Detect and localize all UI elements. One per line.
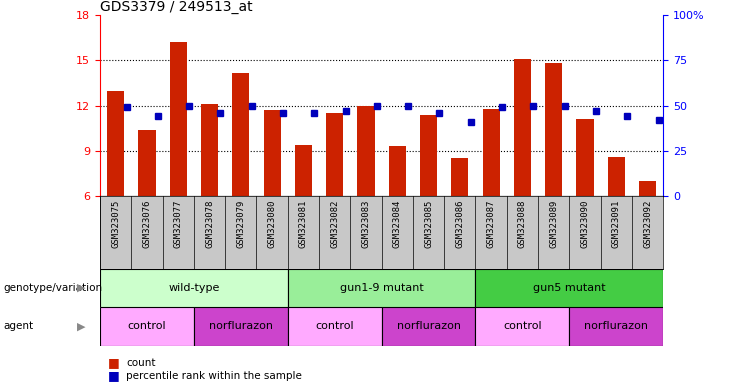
Text: gun5 mutant: gun5 mutant: [533, 283, 605, 293]
Bar: [357, 106, 375, 196]
Text: genotype/variation: genotype/variation: [4, 283, 103, 293]
Text: GSM323090: GSM323090: [580, 200, 590, 248]
Text: ▶: ▶: [77, 321, 86, 331]
Bar: [201, 104, 218, 196]
Text: wild-type: wild-type: [168, 283, 219, 293]
Text: GSM323092: GSM323092: [643, 200, 652, 248]
Text: GSM323079: GSM323079: [236, 200, 245, 248]
Bar: [382, 307, 476, 346]
Bar: [608, 157, 625, 196]
Text: GSM323089: GSM323089: [549, 200, 558, 248]
Text: GSM323084: GSM323084: [393, 200, 402, 248]
Text: GSM323082: GSM323082: [330, 200, 339, 248]
Text: norflurazon: norflurazon: [209, 321, 273, 331]
Bar: [288, 269, 476, 307]
Bar: [451, 158, 468, 196]
Bar: [107, 91, 124, 196]
Text: GSM323077: GSM323077: [173, 200, 183, 248]
Text: GSM323086: GSM323086: [455, 200, 465, 248]
Text: GSM323081: GSM323081: [299, 200, 308, 248]
Bar: [545, 63, 562, 196]
Text: percentile rank within the sample: percentile rank within the sample: [126, 371, 302, 381]
Bar: [295, 145, 312, 196]
Text: ■: ■: [107, 356, 119, 369]
Bar: [476, 269, 663, 307]
Text: GSM323075: GSM323075: [111, 200, 120, 248]
Text: norflurazon: norflurazon: [396, 321, 461, 331]
Bar: [576, 119, 594, 196]
Bar: [639, 181, 657, 196]
Bar: [288, 307, 382, 346]
Bar: [232, 73, 250, 196]
Bar: [482, 109, 499, 196]
Text: GSM323078: GSM323078: [205, 200, 214, 248]
Text: GDS3379 / 249513_at: GDS3379 / 249513_at: [100, 0, 253, 14]
Text: count: count: [126, 358, 156, 368]
Text: GSM323088: GSM323088: [518, 200, 527, 248]
Text: agent: agent: [4, 321, 34, 331]
Text: GSM323080: GSM323080: [268, 200, 276, 248]
Bar: [264, 110, 281, 196]
Bar: [514, 59, 531, 196]
Text: GSM323083: GSM323083: [362, 200, 370, 248]
Bar: [170, 43, 187, 196]
Bar: [139, 130, 156, 196]
Bar: [569, 307, 663, 346]
Text: control: control: [503, 321, 542, 331]
Text: ▶: ▶: [77, 283, 86, 293]
Text: control: control: [127, 321, 166, 331]
Bar: [326, 113, 343, 196]
Text: norflurazon: norflurazon: [584, 321, 648, 331]
Bar: [100, 269, 288, 307]
Text: ■: ■: [107, 369, 119, 382]
Text: GSM323076: GSM323076: [142, 200, 151, 248]
Text: GSM323087: GSM323087: [487, 200, 496, 248]
Text: gun1-9 mutant: gun1-9 mutant: [339, 283, 424, 293]
Bar: [194, 307, 288, 346]
Text: GSM323091: GSM323091: [612, 200, 621, 248]
Text: control: control: [316, 321, 354, 331]
Text: GSM323085: GSM323085: [424, 200, 433, 248]
Bar: [100, 307, 194, 346]
Bar: [420, 115, 437, 196]
Bar: [476, 307, 569, 346]
Bar: [389, 146, 406, 196]
